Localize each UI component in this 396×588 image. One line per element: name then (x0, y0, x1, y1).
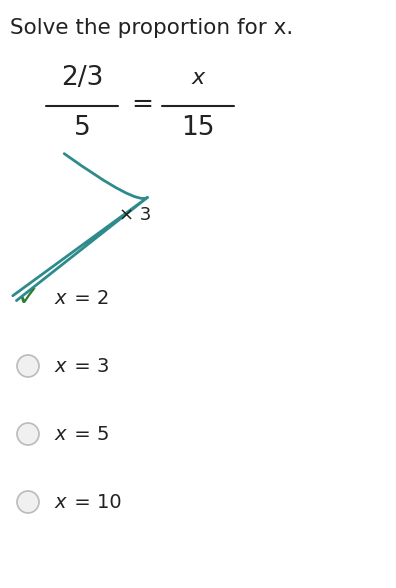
Text: × 3: × 3 (119, 206, 151, 224)
Text: Solve the proportion for x.: Solve the proportion for x. (10, 18, 293, 38)
Text: = 2: = 2 (68, 289, 109, 308)
Text: = 5: = 5 (68, 425, 110, 443)
Text: x: x (55, 493, 67, 512)
Circle shape (17, 355, 39, 377)
Circle shape (17, 423, 39, 445)
Text: ✓: ✓ (16, 284, 40, 312)
Text: x: x (55, 425, 67, 443)
Text: x: x (191, 68, 205, 88)
Text: 5: 5 (74, 115, 90, 141)
Text: 2/3: 2/3 (61, 65, 103, 91)
Text: = 10: = 10 (68, 493, 122, 512)
Text: 15: 15 (181, 115, 215, 141)
Text: =: = (131, 92, 153, 118)
Text: x: x (55, 289, 67, 308)
Circle shape (17, 491, 39, 513)
Text: = 3: = 3 (68, 356, 109, 376)
Text: x: x (55, 356, 67, 376)
